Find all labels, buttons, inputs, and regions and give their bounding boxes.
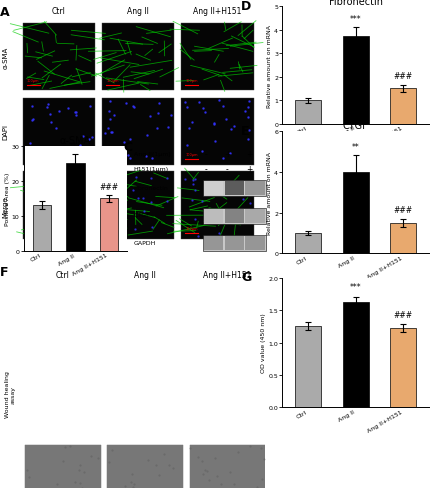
Bar (22, 172, 95, 239)
Title: α-SMA: α-SMA (60, 136, 91, 145)
Bar (224, 209, 244, 223)
Text: 100μm: 100μm (106, 153, 118, 157)
Text: **: ** (351, 142, 359, 151)
Text: Ctrl: Ctrl (56, 270, 70, 279)
Text: H151(1μm): H151(1μm) (133, 167, 168, 172)
Bar (181, 24, 253, 91)
Bar (99, 199, 118, 251)
Text: 100μm: 100μm (185, 153, 197, 157)
Bar (25, 446, 101, 488)
Bar (389, 224, 415, 254)
Bar (342, 172, 368, 254)
Text: Ang II: Ang II (134, 270, 156, 279)
Bar (101, 24, 174, 91)
Text: -: - (204, 150, 207, 159)
Text: -: - (225, 165, 228, 174)
Bar (189, 446, 264, 488)
Text: 100μm: 100μm (27, 79, 39, 82)
Text: +: + (246, 165, 252, 174)
Bar (295, 101, 320, 124)
Bar (342, 37, 368, 124)
Bar (203, 182, 223, 196)
Text: Ang II: Ang II (127, 7, 149, 16)
Y-axis label: OD value (450 nm): OD value (450 nm) (261, 313, 266, 373)
Text: ***: *** (349, 283, 360, 292)
Bar (295, 233, 320, 254)
Text: α-SMA: α-SMA (3, 46, 9, 69)
Text: 100μm: 100μm (185, 79, 197, 82)
Text: DAPI: DAPI (3, 124, 9, 140)
Bar (295, 326, 320, 407)
Text: GAPDH: GAPDH (133, 240, 156, 245)
Bar (203, 209, 223, 223)
Text: ###: ### (392, 205, 412, 214)
Text: 100μm: 100μm (27, 226, 39, 230)
Y-axis label: Relative amount on mRNA: Relative amount on mRNA (267, 151, 271, 234)
Text: Ang II+H151: Ang II+H151 (203, 270, 251, 279)
Bar (107, 446, 182, 488)
Bar (245, 209, 265, 223)
Bar (389, 328, 415, 407)
Text: G: G (241, 270, 251, 284)
Text: Fibronectin: Fibronectin (133, 185, 168, 190)
Text: 100μm: 100μm (27, 153, 39, 157)
Text: -: - (204, 165, 207, 174)
Title: CTGF: CTGF (342, 121, 368, 131)
Y-axis label: Positive Area (%): Positive Area (%) (5, 172, 9, 225)
Bar (245, 237, 265, 251)
Text: 100μm: 100μm (106, 226, 118, 230)
Text: C: C (123, 141, 132, 154)
Bar (181, 172, 253, 239)
Bar (22, 24, 95, 91)
Bar (66, 164, 84, 251)
Text: ***: *** (70, 142, 81, 151)
Text: +: + (224, 150, 230, 159)
Bar (342, 303, 368, 407)
Bar (189, 446, 264, 488)
Bar (224, 237, 244, 251)
Text: A: A (0, 6, 9, 19)
Bar (101, 172, 174, 239)
Text: Ang II(1μm): Ang II(1μm) (133, 152, 170, 157)
Text: 100μm: 100μm (106, 79, 118, 82)
Text: Wound healing
assay: Wound healing assay (5, 370, 15, 417)
Text: CTGF: CTGF (133, 213, 150, 218)
Bar (389, 89, 415, 124)
Text: 100μm: 100μm (185, 226, 197, 230)
Text: ###: ### (392, 72, 412, 81)
Bar (107, 446, 182, 488)
Text: Ctrl: Ctrl (52, 7, 66, 16)
Text: E: E (241, 124, 249, 138)
Text: ***: *** (349, 15, 360, 24)
Text: Ang II+H151: Ang II+H151 (193, 7, 241, 16)
Bar (33, 206, 51, 251)
Text: +: + (246, 150, 252, 159)
Title: Fibronectin: Fibronectin (328, 0, 382, 6)
Bar (245, 182, 265, 196)
Text: ###: ### (99, 182, 118, 191)
Bar (224, 182, 244, 196)
Bar (203, 208, 265, 224)
Bar (203, 236, 265, 252)
Bar (203, 181, 265, 197)
Text: ###: ### (392, 310, 412, 320)
Text: Merge: Merge (3, 196, 9, 218)
Bar (101, 99, 174, 166)
Bar (181, 99, 253, 166)
Y-axis label: Relative amount on mRNA: Relative amount on mRNA (267, 24, 271, 107)
Bar (203, 237, 223, 251)
Text: D: D (241, 0, 251, 13)
Text: F: F (0, 266, 9, 279)
Bar (22, 99, 95, 166)
Bar (25, 446, 101, 488)
